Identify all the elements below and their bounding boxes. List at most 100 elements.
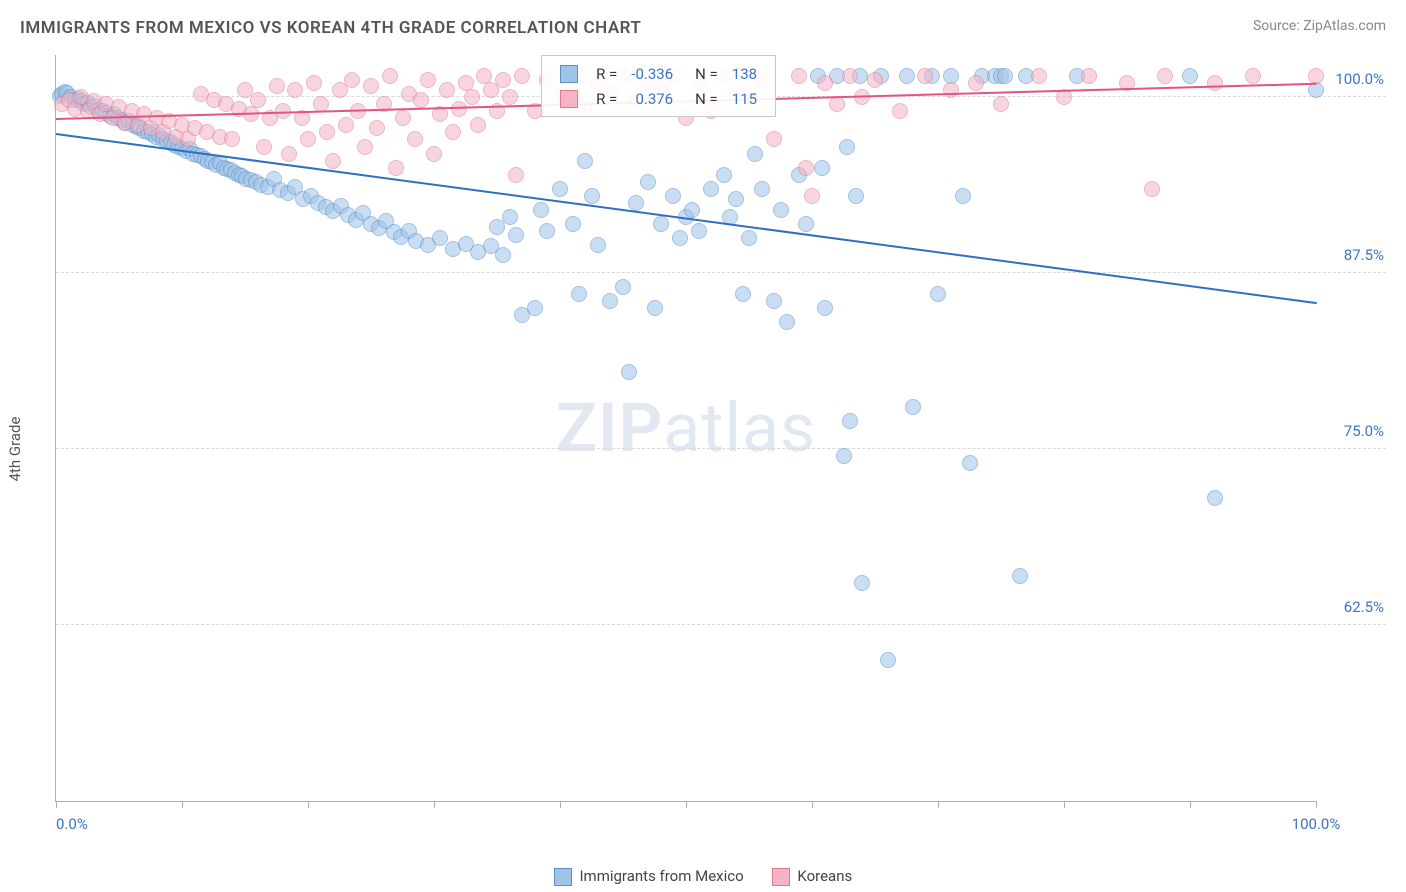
data-point bbox=[539, 223, 555, 239]
data-point bbox=[653, 216, 669, 232]
data-point bbox=[319, 124, 335, 140]
data-point bbox=[565, 216, 581, 232]
data-point bbox=[420, 72, 436, 88]
data-point bbox=[848, 188, 864, 204]
data-point bbox=[747, 146, 763, 162]
source-attribution: Source: ZipAtlas.com bbox=[1253, 18, 1386, 34]
data-point bbox=[464, 89, 480, 105]
data-point bbox=[839, 139, 855, 155]
data-point bbox=[439, 82, 455, 98]
y-tick-label: 75.0% bbox=[1324, 422, 1384, 440]
data-point bbox=[1157, 68, 1173, 84]
scatter-plot: ZIPatlas 62.5%75.0%87.5%100.0%0.0%100.0%… bbox=[55, 55, 1316, 802]
data-point bbox=[426, 146, 442, 162]
data-point bbox=[766, 131, 782, 147]
data-point bbox=[590, 237, 606, 253]
data-point bbox=[665, 188, 681, 204]
data-point bbox=[413, 92, 429, 108]
x-tick bbox=[938, 801, 939, 808]
data-point bbox=[1144, 181, 1160, 197]
data-point bbox=[968, 75, 984, 91]
data-point bbox=[344, 72, 360, 88]
x-tick bbox=[56, 801, 57, 808]
data-point bbox=[703, 181, 719, 197]
x-tick bbox=[686, 801, 687, 808]
data-point bbox=[1182, 68, 1198, 84]
trend-line bbox=[56, 133, 1317, 304]
data-point bbox=[407, 131, 423, 147]
data-point bbox=[577, 153, 593, 169]
chart-container: 4th Grade ZIPatlas 62.5%75.0%87.5%100.0%… bbox=[20, 55, 1386, 842]
data-point bbox=[899, 68, 915, 84]
data-point bbox=[640, 174, 656, 190]
data-point bbox=[917, 68, 933, 84]
data-point bbox=[1245, 68, 1261, 84]
data-point bbox=[502, 209, 518, 225]
data-point bbox=[993, 96, 1009, 112]
data-point bbox=[836, 448, 852, 464]
x-tick-label-right: 100.0% bbox=[1292, 815, 1341, 833]
data-point bbox=[943, 82, 959, 98]
data-point bbox=[287, 82, 303, 98]
data-point bbox=[842, 413, 858, 429]
y-axis-label: 4th Grade bbox=[6, 416, 24, 481]
data-point bbox=[281, 146, 297, 162]
gridline bbox=[56, 624, 1386, 625]
data-point bbox=[325, 153, 341, 169]
x-tick bbox=[434, 801, 435, 808]
data-point bbox=[892, 103, 908, 119]
y-tick-label: 87.5% bbox=[1324, 246, 1384, 264]
data-point bbox=[1207, 490, 1223, 506]
data-point bbox=[584, 188, 600, 204]
data-point bbox=[798, 216, 814, 232]
x-tick bbox=[308, 801, 309, 808]
legend-item: Immigrants from Mexico bbox=[554, 867, 744, 885]
data-point bbox=[735, 286, 751, 302]
data-point bbox=[533, 202, 549, 218]
data-point bbox=[741, 230, 757, 246]
data-point bbox=[602, 293, 618, 309]
legend-swatch bbox=[560, 65, 578, 83]
data-point bbox=[779, 314, 795, 330]
data-point bbox=[571, 286, 587, 302]
data-point bbox=[798, 160, 814, 176]
data-point bbox=[817, 300, 833, 316]
x-tick bbox=[1064, 801, 1065, 808]
data-point bbox=[1031, 68, 1047, 84]
x-tick-label-left: 0.0% bbox=[56, 815, 88, 833]
legend-item: Koreans bbox=[772, 867, 853, 885]
data-point bbox=[672, 230, 688, 246]
y-tick-label: 62.5% bbox=[1324, 598, 1384, 616]
data-point bbox=[905, 399, 921, 415]
data-point bbox=[829, 96, 845, 112]
watermark-bold: ZIP bbox=[556, 388, 663, 468]
data-point bbox=[338, 117, 354, 133]
gridline bbox=[56, 272, 1386, 273]
data-point bbox=[691, 223, 707, 239]
data-point bbox=[1308, 68, 1324, 84]
data-point bbox=[1207, 75, 1223, 91]
x-tick bbox=[1316, 801, 1317, 808]
stats-legend: R =-0.336N =138R =0.376N =115 bbox=[541, 55, 776, 117]
x-tick bbox=[1190, 801, 1191, 808]
data-point bbox=[306, 75, 322, 91]
y-tick-label: 100.0% bbox=[1324, 70, 1384, 88]
data-point bbox=[527, 300, 543, 316]
data-point bbox=[363, 78, 379, 94]
data-point bbox=[716, 167, 732, 183]
data-point bbox=[962, 455, 978, 471]
legend-swatch bbox=[772, 868, 790, 886]
data-point bbox=[300, 131, 316, 147]
chart-title: IMMIGRANTS FROM MEXICO VS KOREAN 4TH GRA… bbox=[20, 18, 641, 38]
x-tick bbox=[560, 801, 561, 808]
data-point bbox=[817, 75, 833, 91]
data-point bbox=[647, 300, 663, 316]
data-point bbox=[369, 120, 385, 136]
data-point bbox=[508, 167, 524, 183]
data-point bbox=[615, 279, 631, 295]
data-point bbox=[955, 188, 971, 204]
data-point bbox=[395, 110, 411, 126]
data-point bbox=[804, 188, 820, 204]
data-point bbox=[502, 89, 518, 105]
data-point bbox=[1012, 568, 1028, 584]
